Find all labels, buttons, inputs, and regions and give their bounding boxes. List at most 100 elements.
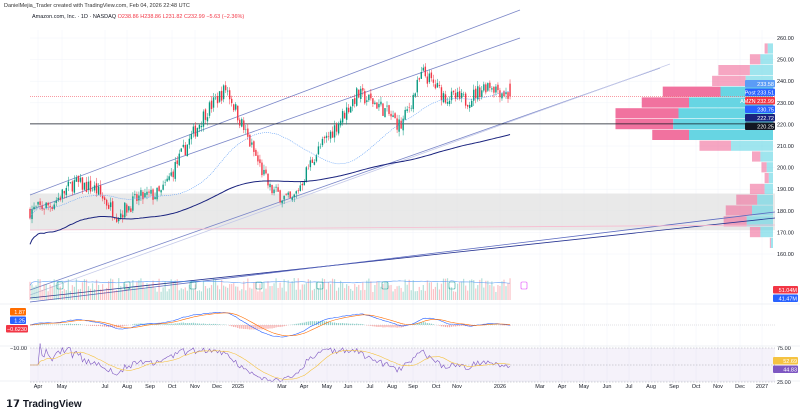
candle [114,218,116,220]
candle [323,136,326,139]
volume-bar [380,286,382,300]
volume-bar [95,279,98,300]
volume-profile-down-bar [652,129,689,140]
volume-bar [438,289,441,300]
candle [93,185,96,191]
x-tick-label: Dec [212,384,222,390]
candle [57,197,59,200]
volume-bar [182,289,184,300]
x-tick-label: May [322,384,333,390]
volume-bar [414,291,416,300]
volume-bar [410,290,412,300]
volume-bar [122,289,124,300]
volume-bar [91,283,94,300]
candle [354,98,356,104]
volume-bar [253,282,255,300]
candle [349,106,352,113]
macd-histogram-bar [154,324,156,325]
volume-label-bg [773,286,798,294]
candle [222,85,225,100]
volume-bar [275,278,277,300]
symbol-name: Amazon.com, Inc. · 1D · NASDAQ [32,14,117,20]
volume-bar [485,280,487,300]
macd-histogram-bar [422,321,424,325]
candle [218,91,221,102]
macd-histogram-bar [231,325,233,327]
x-tick-label: Oct [168,384,177,390]
volume-bar [303,284,305,300]
candle [333,125,336,138]
price-chart[interactable]: 260.00 250.00 240.00 230.00 220.00 210.00 200.… [0,0,800,395]
x-tick-label: Apr [558,384,567,390]
signal-line [29,312,511,337]
trendline [29,211,776,303]
trendline [29,63,671,296]
candle [186,144,189,157]
candle [313,161,316,165]
macd-histogram-bar [118,325,120,328]
candle [198,124,201,129]
volume-profile-up-bar [760,54,773,65]
candle [507,92,509,99]
candle [438,85,441,87]
macd-label-bg [10,316,26,324]
candle [39,201,41,205]
candle [458,91,461,99]
volume-label: 51.04M [779,288,798,294]
volume-bar [309,280,311,300]
candle [95,183,98,194]
price-label-bg [745,105,775,113]
macd-histogram-bar [350,323,352,325]
macd-histogram-bar [430,323,432,325]
volume-bar [124,283,126,300]
macd-histogram-bar [392,325,394,328]
volume-profile-down-bar [769,237,771,248]
volume-bar [31,284,33,300]
candle [178,153,180,166]
candle [29,208,31,219]
volume-bar [301,284,303,300]
rsi-label: 44.83 [783,368,797,374]
macd-histogram-bar [446,325,449,328]
macd-histogram-bar [162,324,164,325]
candle [138,195,140,201]
candle [273,189,275,194]
macd-histogram-bar [180,322,182,325]
candle [132,196,134,211]
volume-profile-up-bar [689,129,773,140]
macd-histogram-bar [237,325,239,328]
candle [287,192,289,195]
rsi-scale-label: 25.00 [777,380,791,386]
candle [325,135,328,138]
price-label-bg [745,122,775,130]
volume-bar [202,280,205,300]
candle [446,102,449,104]
candle [424,66,427,77]
volume-bar [255,281,257,300]
candle [67,181,70,187]
macd-histogram-bar [456,325,459,327]
y-tick-label: 160.00 [777,252,794,258]
candle [281,200,283,204]
candle [327,136,330,137]
macd-histogram-bar [255,325,257,330]
volume-bar [81,282,84,300]
candle [210,100,213,110]
volume-bar [114,290,116,300]
macd-histogram-bar [301,322,303,325]
candle [126,204,128,213]
volume-bar [454,291,457,300]
candle [309,160,312,168]
macd-histogram-bar [398,325,400,328]
candle [156,187,158,200]
candle [259,159,261,164]
volume-bar [370,281,372,300]
macd-histogram-bar [315,321,318,325]
macd-histogram-bar [261,325,263,330]
volume-bar [265,288,267,300]
macd-histogram-bar [348,323,350,325]
candle [454,92,457,99]
candle [343,112,346,119]
volume-bar [43,284,45,300]
macd-histogram-bar [112,325,114,328]
